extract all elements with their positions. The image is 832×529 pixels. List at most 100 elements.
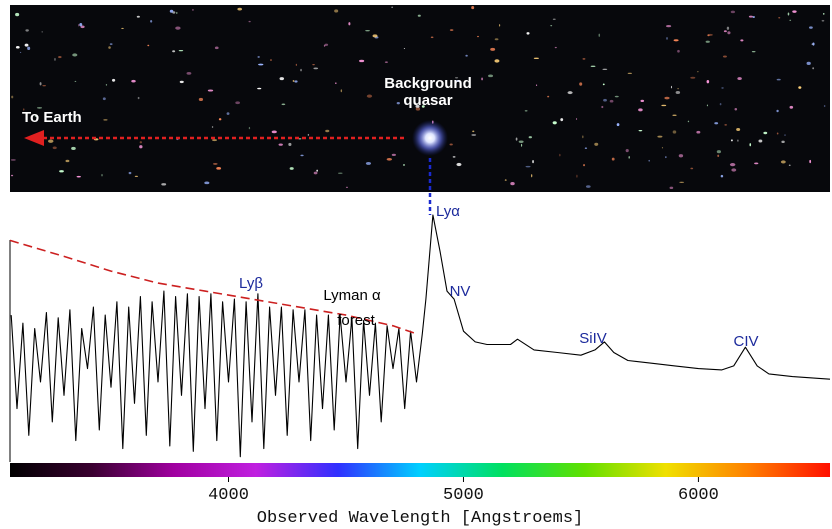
star [576,118,577,120]
star [737,139,738,141]
star [671,86,672,89]
star [106,84,107,85]
annotation: To Earth [22,109,82,126]
star [314,172,318,175]
star [777,133,779,135]
star [11,159,16,160]
star [690,77,695,79]
star [676,91,681,94]
star [77,176,81,178]
star [257,56,259,57]
star [824,105,826,107]
star [673,130,677,133]
star [25,44,29,47]
star [721,87,723,88]
star [48,140,53,143]
star [531,174,532,177]
star [135,176,138,177]
star [547,96,549,98]
star [175,26,180,29]
star [325,44,329,46]
x-axis-label: Observed Wavelength [Angstroems] [257,509,583,528]
star [615,96,619,98]
star [583,164,584,166]
star [788,13,790,16]
star [560,118,563,121]
star [392,154,396,156]
star [219,118,222,120]
star [137,16,140,18]
star [20,52,21,53]
star [471,134,476,135]
star [585,147,587,149]
star [367,94,372,97]
star [628,73,632,74]
star [465,55,467,57]
star [527,32,530,34]
star [505,179,507,180]
star [313,67,318,69]
star [490,48,495,51]
annotation: Background [384,75,472,92]
annotation: NV [450,283,471,300]
star [591,66,596,67]
star [617,123,620,126]
star [456,163,461,166]
star [657,136,662,138]
star [227,112,230,115]
star [529,136,532,138]
star [25,29,28,31]
annotation: Lyβ [239,275,263,292]
star [586,185,591,188]
star [697,71,699,72]
star [108,46,111,49]
star [754,163,758,165]
star [790,106,794,109]
star [257,88,261,90]
star [763,132,767,134]
star [11,96,13,99]
star [180,81,184,83]
star [789,165,791,167]
star [65,160,69,162]
star [510,182,514,185]
star [279,143,283,145]
star [579,82,582,85]
star [387,158,392,161]
star [599,34,601,37]
star [706,41,710,43]
star [477,36,479,37]
star [359,60,364,62]
star [293,80,295,81]
star [79,23,82,26]
star [72,53,77,56]
star [481,77,483,80]
annotation: SiIV [579,330,607,347]
star [707,35,709,37]
star [822,20,825,22]
star [758,139,762,142]
star [784,134,786,135]
star [216,167,221,170]
star [16,46,20,49]
star [140,141,142,143]
star [365,30,370,31]
star [594,143,598,146]
star [453,156,456,158]
star [723,55,727,57]
star [403,164,405,165]
star [526,166,531,167]
star [781,160,786,163]
star [172,50,175,52]
annotation: quasar [403,92,452,109]
star [610,100,614,103]
star [730,163,735,166]
star [499,24,500,26]
star [397,102,400,104]
star [550,25,552,26]
star [213,163,218,165]
star [721,175,723,178]
star [553,121,557,124]
star [740,39,743,41]
star [294,80,297,82]
